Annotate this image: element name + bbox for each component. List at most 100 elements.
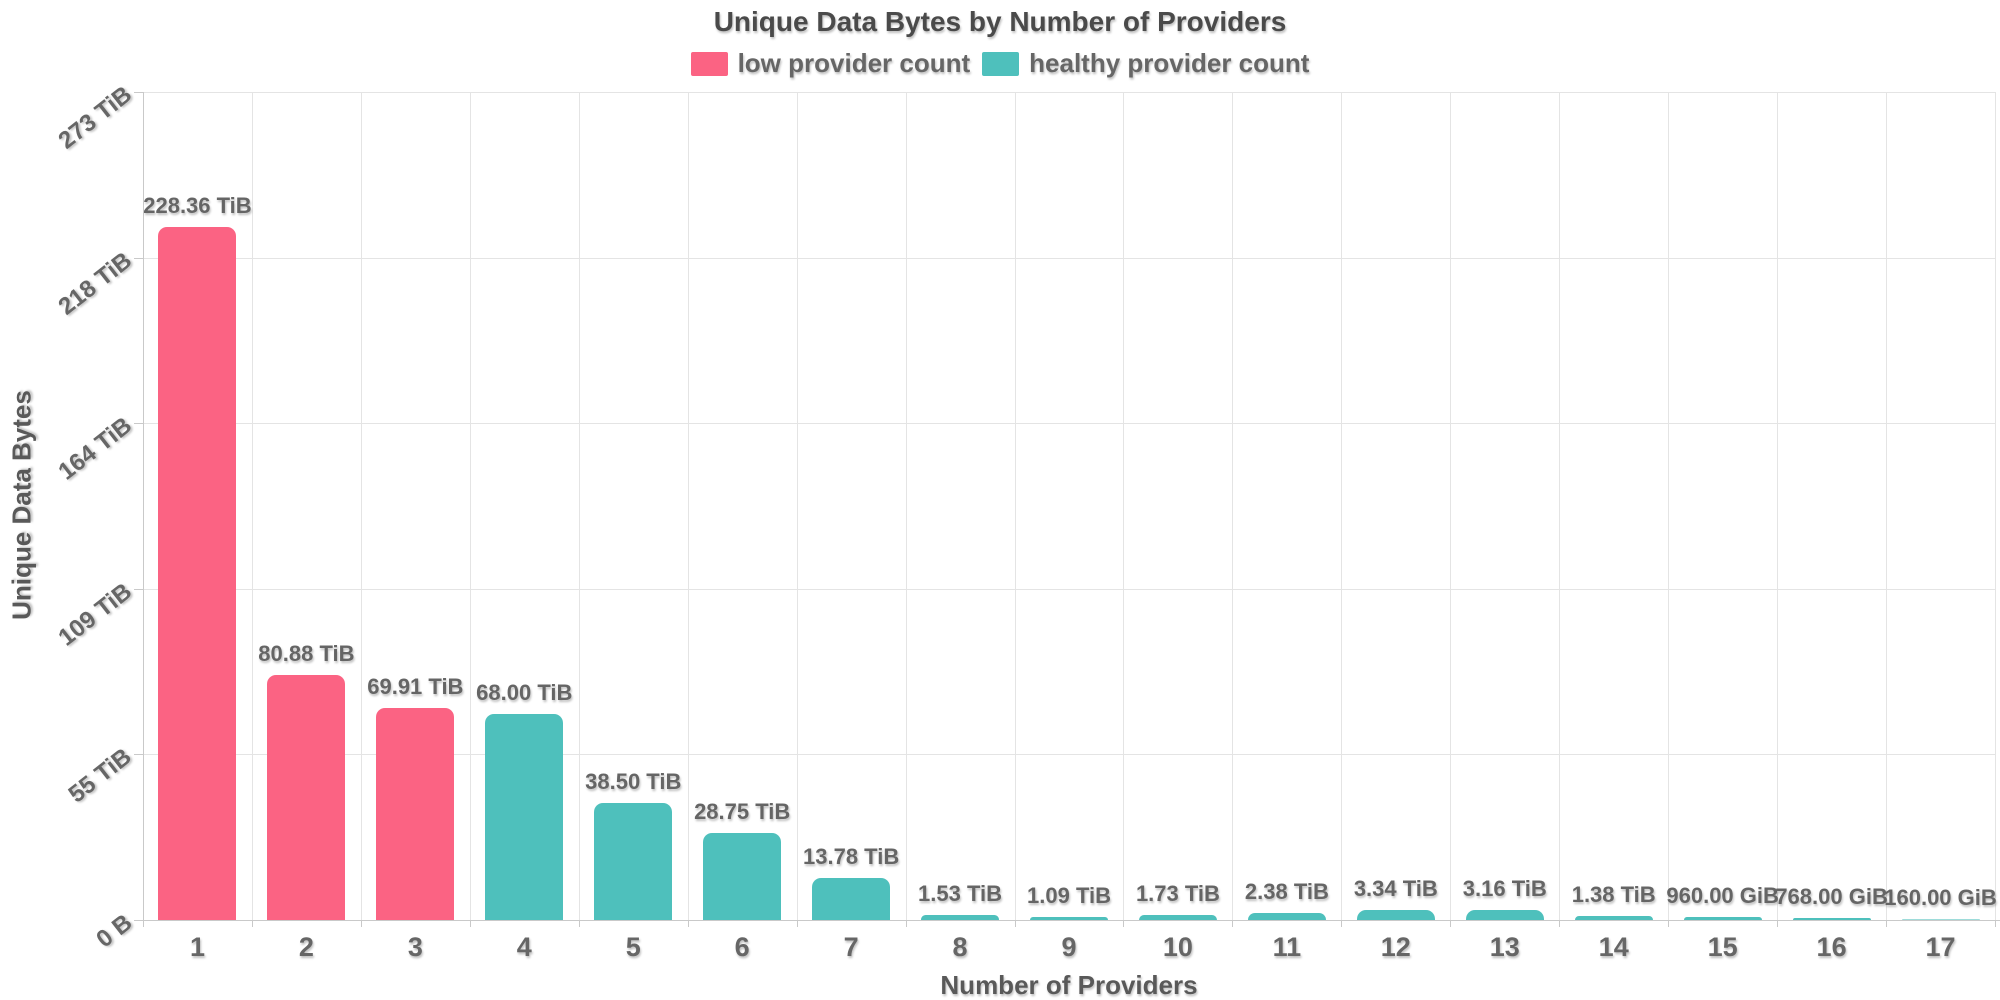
- bar-value-label: 1.73 TiB: [1135, 880, 1220, 906]
- gridline-vertical: [1450, 92, 1452, 920]
- bar[interactable]: [485, 713, 564, 920]
- x-axis-tick: [360, 920, 362, 927]
- x-tick-label: 1: [189, 932, 205, 962]
- x-axis-tick: [578, 920, 580, 927]
- x-axis-tick: [687, 920, 689, 927]
- bar[interactable]: [594, 803, 673, 920]
- x-axis-tick: [1559, 920, 1561, 927]
- bar-value-label: 1.53 TiB: [918, 881, 1003, 907]
- y-axis-title: Unique Data Bytes: [6, 390, 37, 620]
- x-tick-label: 17: [1925, 932, 1956, 962]
- gridline-vertical: [1995, 92, 1996, 920]
- chart-title: Unique Data Bytes by Number of Providers: [713, 6, 1287, 37]
- bar-value-label: 28.75 TiB: [694, 798, 791, 824]
- bar-value-label: 1.38 TiB: [1571, 881, 1656, 907]
- gridline-horizontal: [143, 588, 1995, 590]
- bar-value-label: 69.91 TiB: [367, 673, 464, 699]
- x-axis-tick: [796, 920, 798, 927]
- bar[interactable]: [812, 878, 891, 920]
- bar[interactable]: [1138, 914, 1217, 920]
- x-axis-tick: [1450, 920, 1452, 927]
- x-axis-tick: [1668, 920, 1670, 927]
- bar[interactable]: [1901, 919, 1980, 920]
- x-tick-label: 11: [1272, 932, 1302, 962]
- gridline-vertical: [1341, 92, 1343, 920]
- bar[interactable]: [1683, 917, 1762, 920]
- bar-value-label: 3.16 TiB: [1462, 876, 1547, 902]
- x-axis-title: Number of Providers: [940, 970, 1198, 1000]
- gridline-horizontal: [143, 257, 1995, 259]
- y-axis-tick: [134, 588, 143, 590]
- bar[interactable]: [1465, 910, 1544, 920]
- bar[interactable]: [703, 832, 782, 920]
- x-tick-label: 14: [1598, 932, 1629, 962]
- x-axis-tick: [251, 920, 253, 927]
- bar-value-label: 13.78 TiB: [803, 844, 900, 870]
- legend-label-healthy[interactable]: healthy provider count: [1029, 48, 1310, 78]
- x-tick-label: 10: [1162, 932, 1193, 962]
- x-axis-tick: [905, 920, 907, 927]
- gridline-horizontal: [143, 423, 1995, 425]
- gridline-horizontal: [143, 754, 1995, 756]
- bar-value-label: 3.34 TiB: [1353, 875, 1438, 901]
- x-tick-label: 5: [625, 932, 641, 962]
- bar[interactable]: [1356, 909, 1435, 920]
- gridline-horizontal: [143, 92, 1995, 93]
- x-axis-tick: [1886, 920, 1888, 927]
- y-tick-label: 218 TiB: [53, 246, 138, 321]
- bar[interactable]: [1030, 916, 1108, 920]
- bar-value-label: 80.88 TiB: [258, 640, 355, 666]
- bar[interactable]: [1792, 917, 1871, 920]
- y-tick-label: 109 TiB: [53, 577, 138, 652]
- gridline-vertical: [1886, 92, 1888, 920]
- bar[interactable]: [921, 915, 1000, 920]
- x-axis-tick: [1014, 920, 1016, 927]
- legend-item-low[interactable]: low provider count: [690, 48, 971, 79]
- chart-legend: low provider count healthy provider coun…: [0, 48, 2000, 79]
- x-tick-label: 9: [1061, 932, 1077, 962]
- gridline-vertical: [905, 92, 907, 920]
- bar[interactable]: [1247, 912, 1326, 920]
- legend-swatch-low-icon[interactable]: [690, 51, 728, 76]
- bar[interactable]: [376, 707, 455, 920]
- gridline-vertical: [360, 92, 362, 920]
- x-axis-tick: [1995, 920, 1996, 927]
- bar-value-label: 1.09 TiB: [1027, 882, 1111, 908]
- gridline-vertical: [251, 92, 253, 920]
- bar[interactable]: [158, 227, 237, 920]
- legend-item-healthy[interactable]: healthy provider count: [982, 48, 1309, 79]
- x-axis-tick: [1232, 920, 1234, 927]
- x-tick-label: 15: [1707, 932, 1738, 962]
- plot-area: 228.36 TiB 1 80.88 TiB 2 69.91 TiB 3 68.00 TiB…: [143, 92, 2000, 962]
- y-axis-tick: [134, 754, 143, 756]
- x-tick-label: 3: [407, 932, 423, 962]
- x-axis-tick: [143, 920, 144, 927]
- bar-value-label: 68.00 TiB: [476, 679, 573, 705]
- x-axis-tick: [469, 920, 471, 927]
- gridline-vertical: [687, 92, 689, 920]
- y-tick-label: 0 B: [90, 908, 138, 954]
- x-tick-label: 8: [952, 932, 968, 962]
- y-tick-label: 164 TiB: [53, 412, 138, 486]
- bar-value-label: 960.00 GiB: [1666, 883, 1779, 909]
- x-tick-label: 16: [1816, 932, 1847, 962]
- gridline-vertical: [1559, 92, 1561, 920]
- x-tick-label: 6: [734, 932, 750, 962]
- legend-swatch-healthy-icon[interactable]: [982, 51, 1020, 76]
- gridline-vertical: [1668, 92, 1670, 920]
- x-axis-tick: [1341, 920, 1343, 927]
- x-axis-line: [143, 920, 2000, 921]
- bar[interactable]: [267, 674, 346, 920]
- gridline-vertical: [1777, 92, 1779, 920]
- gridline-vertical: [1014, 92, 1016, 920]
- y-axis-tick: [134, 920, 143, 921]
- y-axis-line: [143, 92, 144, 920]
- bar-value-label: 38.50 TiB: [585, 769, 682, 795]
- x-tick-label: 4: [516, 932, 532, 962]
- y-axis-tick: [134, 257, 143, 259]
- legend-label-low[interactable]: low provider count: [737, 48, 971, 78]
- gridline-vertical: [578, 92, 580, 920]
- x-tick-label: 2: [298, 932, 314, 962]
- bar[interactable]: [1574, 915, 1653, 920]
